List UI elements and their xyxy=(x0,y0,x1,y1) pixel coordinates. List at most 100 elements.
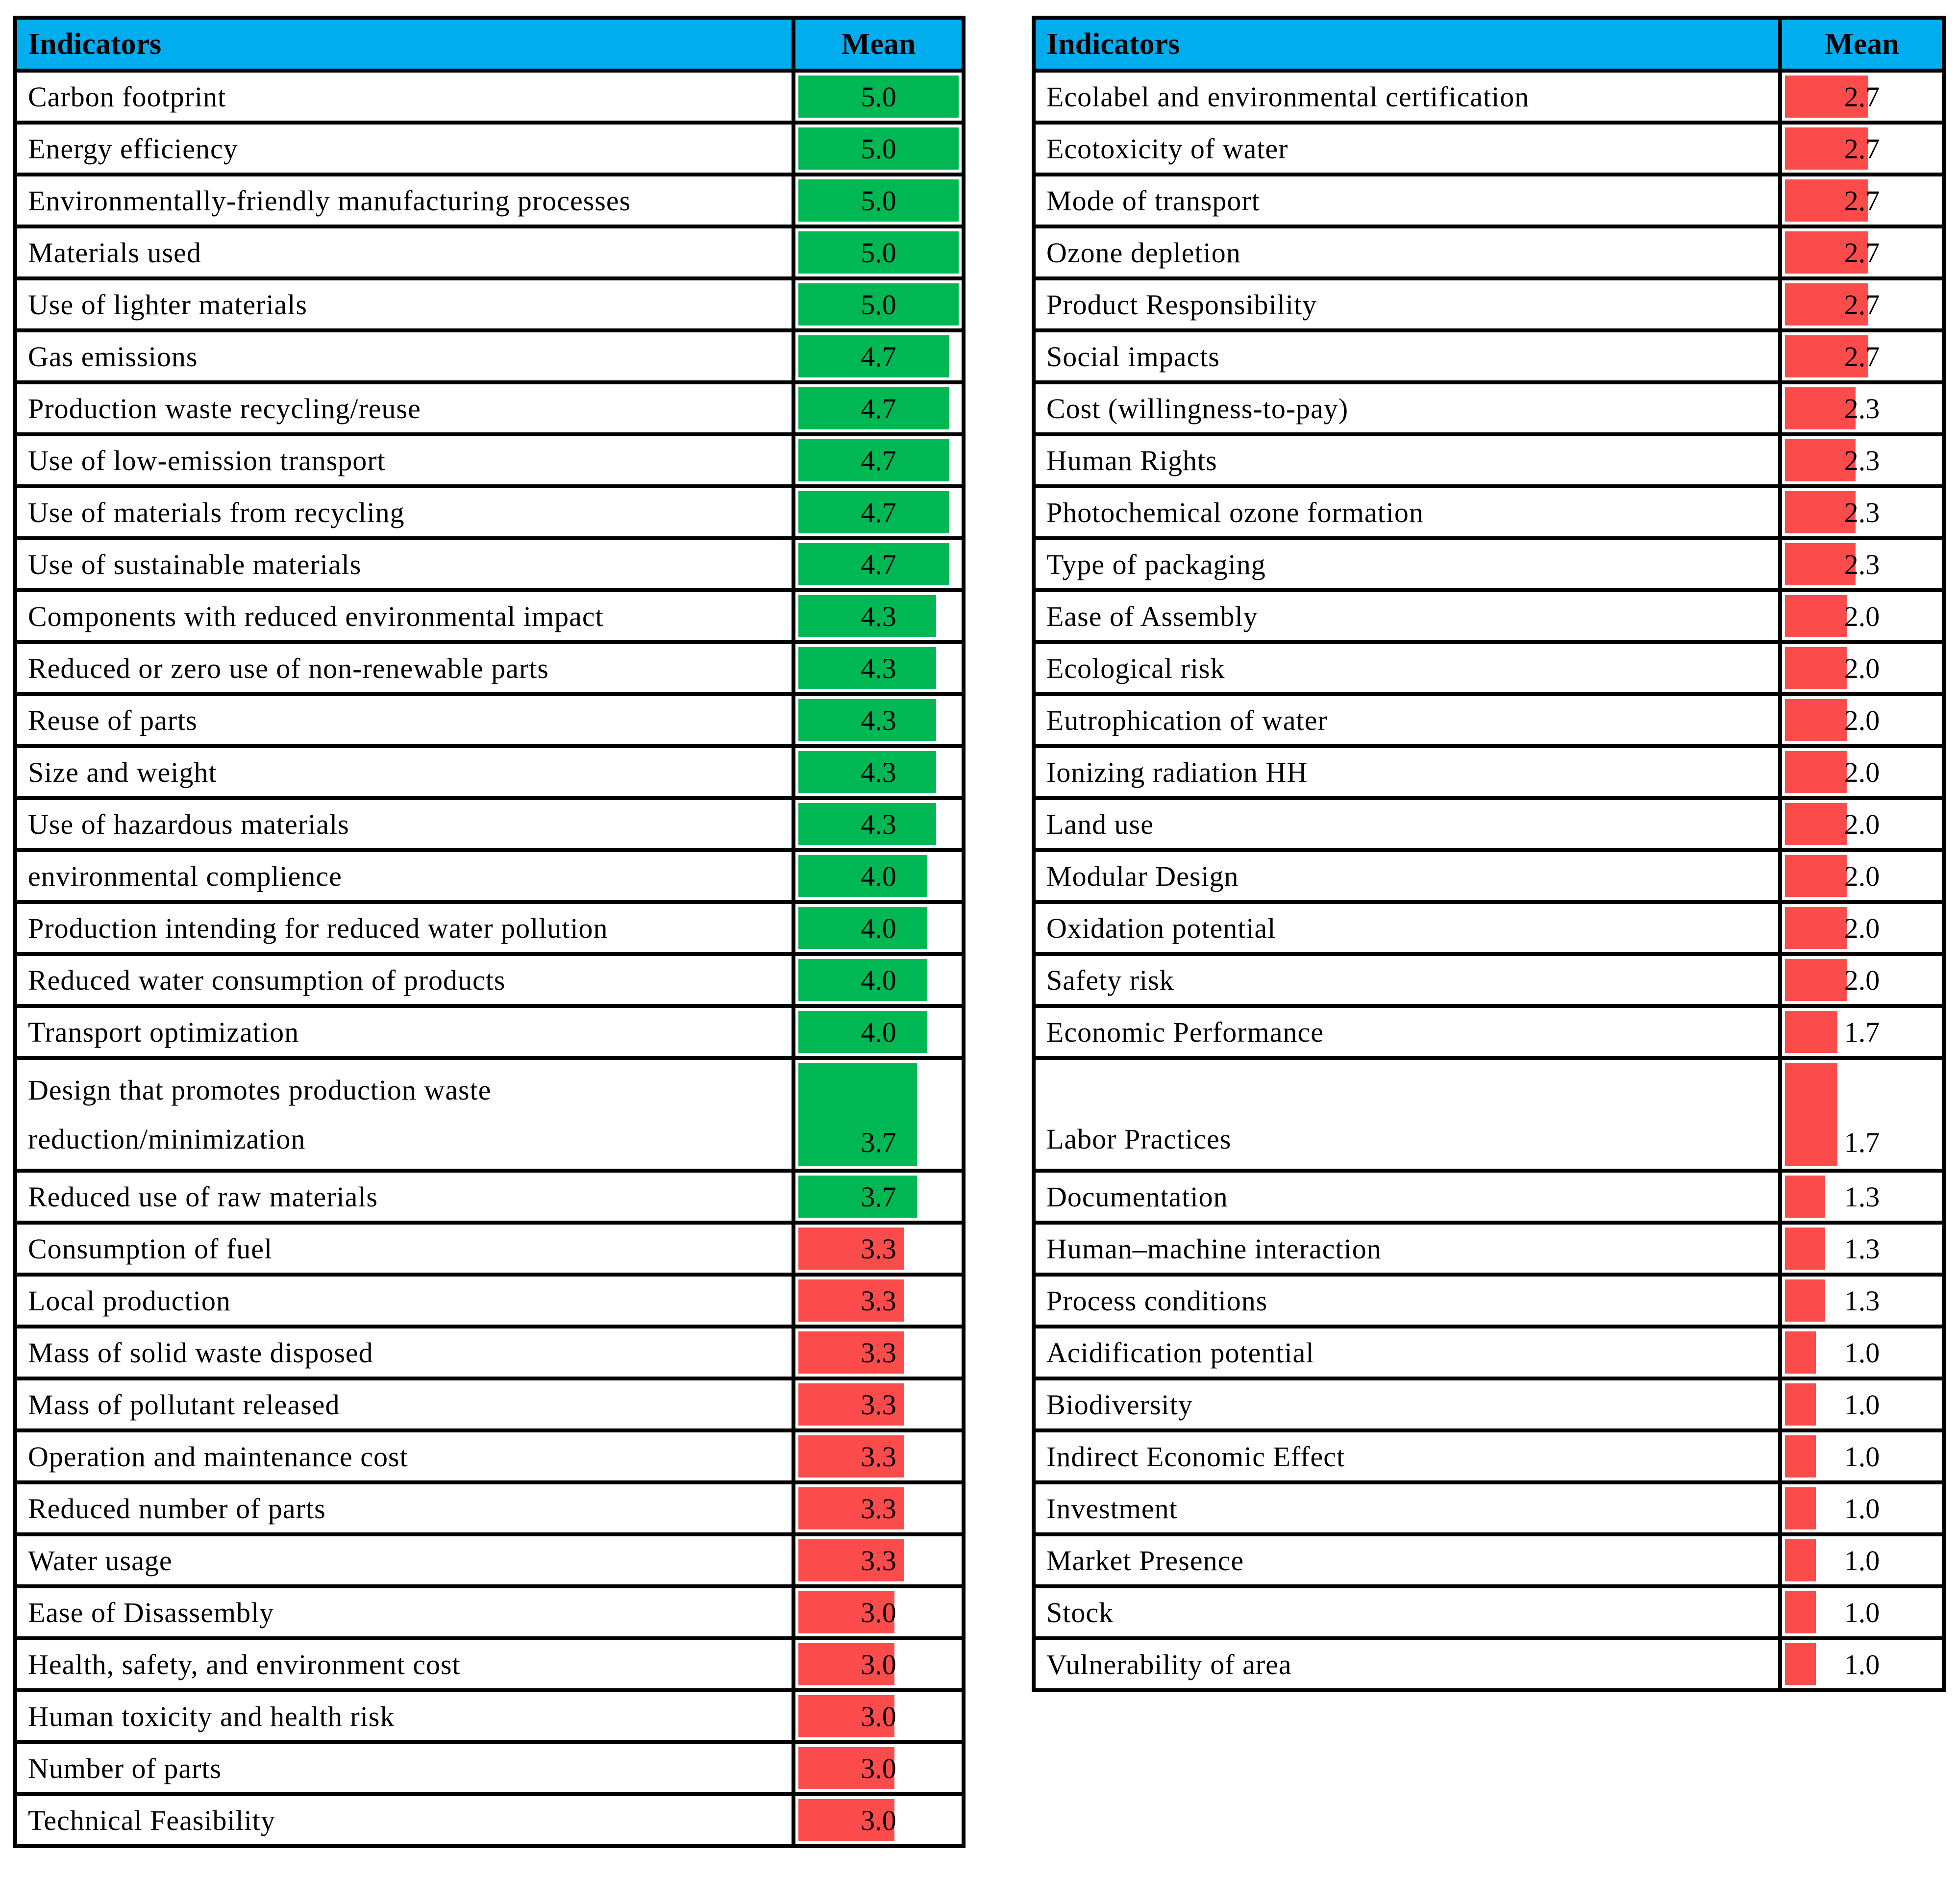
indicator-label: Use of sustainable materials xyxy=(28,548,362,580)
mean-cell: 3.0 xyxy=(792,1792,966,1848)
table-row: Materials used 5.0 xyxy=(13,225,966,280)
indicator-cell: Components with reduced environmental im… xyxy=(13,588,795,644)
mean-bar-track xyxy=(798,491,959,533)
mean-data-bar xyxy=(798,699,937,741)
header-row: Indicators Mean xyxy=(1032,16,1946,73)
mean-bar-track xyxy=(1785,1383,1939,1426)
mean-cell: 1.3 xyxy=(1778,1273,1946,1328)
table-row: Ecological risk 2.0 xyxy=(1032,640,1946,696)
mean-data-bar xyxy=(798,127,959,170)
table-row: Reduced water consumption of products 4.0 xyxy=(13,952,966,1008)
mean-value: 2.0 xyxy=(1844,860,1880,892)
table-row: Human Rights 2.3 xyxy=(1032,432,1946,488)
mean-value: 3.3 xyxy=(861,1492,896,1525)
indicator-label: Process conditions xyxy=(1046,1284,1268,1317)
indicator-label: Economic Performance xyxy=(1046,1016,1324,1048)
indicator-cell: Use of hazardous materials xyxy=(13,796,795,852)
mean-value: 5.0 xyxy=(861,236,896,269)
indicator-cell: Reduced use of raw materials xyxy=(13,1169,795,1225)
mean-value: 3.0 xyxy=(861,1596,896,1628)
mean-cell: 1.3 xyxy=(1778,1169,1946,1225)
indicator-label: Production intending for reduced water p… xyxy=(28,912,608,944)
indicator-label: Cost (willingness-to-pay) xyxy=(1046,392,1349,425)
mean-data-bar xyxy=(798,1063,917,1166)
mean-cell: 2.0 xyxy=(1778,588,1946,644)
table-row: Reuse of parts 4.3 xyxy=(13,692,966,748)
mean-cell: 4.3 xyxy=(792,692,966,748)
mean-bar-track xyxy=(798,387,959,429)
table-row: Mass of pollutant released 3.3 xyxy=(13,1377,966,1432)
mean-value: 4.3 xyxy=(861,756,896,788)
indicator-label: Reuse of parts xyxy=(28,704,198,736)
mean-cell: 3.3 xyxy=(792,1325,966,1380)
indicator-cell: Market Presence xyxy=(1032,1532,1782,1588)
indicator-cell: Biodiversity xyxy=(1032,1377,1782,1432)
table-row: Safety risk 2.0 xyxy=(1032,952,1946,1008)
mean-data-bar xyxy=(1785,1228,1825,1270)
mean-bar-track xyxy=(798,1435,959,1478)
mean-value: 1.0 xyxy=(1844,1596,1880,1628)
indicator-cell: Safety risk xyxy=(1032,952,1782,1008)
mean-data-bar xyxy=(798,1228,904,1270)
indicator-cell: Production waste recycling/reuse xyxy=(13,380,795,436)
mean-data-bar xyxy=(1785,803,1847,845)
indicator-label: Consumption of fuel xyxy=(28,1232,273,1265)
mean-cell: 3.0 xyxy=(792,1688,966,1744)
mean-value: 2.0 xyxy=(1844,808,1880,840)
table-row: Water usage 3.3 xyxy=(13,1532,966,1588)
indicator-label: Number of parts xyxy=(28,1752,222,1784)
mean-bar-track xyxy=(1785,907,1939,949)
indicator-cell: Materials used xyxy=(13,225,795,280)
indicator-cell: Health, safety, and environment cost xyxy=(13,1636,795,1692)
mean-cell: 2.0 xyxy=(1778,796,1946,852)
table-row: Carbon footprint 5.0 xyxy=(13,69,966,125)
mean-cell: 1.0 xyxy=(1778,1325,1946,1380)
table-row: Use of sustainable materials 4.7 xyxy=(13,536,966,592)
indicator-label: Materials used xyxy=(28,236,201,269)
indicator-label: Ecolabel and environmental certification xyxy=(1046,80,1530,113)
mean-value: 2.7 xyxy=(1844,288,1880,321)
table-row: Ease of Assembly 2.0 xyxy=(1032,588,1946,644)
mean-bar-track xyxy=(798,1331,959,1374)
mean-cell: 4.7 xyxy=(792,328,966,384)
mean-value: 5.0 xyxy=(861,80,896,113)
mean-data-bar xyxy=(1785,1011,1837,1053)
indicator-cell: Reduced or zero use of non-renewable par… xyxy=(13,640,795,696)
mean-value: 4.3 xyxy=(861,600,896,632)
mean-bar-track xyxy=(798,595,959,637)
indicator-cell: Mass of solid waste disposed xyxy=(13,1325,795,1380)
mean-value: 4.7 xyxy=(861,392,896,425)
table-row: Consumption of fuel 3.3 xyxy=(13,1221,966,1277)
column-header-indicators: Indicators xyxy=(1032,16,1782,73)
mean-data-bar xyxy=(798,1331,904,1374)
mean-data-bar xyxy=(1785,283,1868,326)
indicator-cell: Water usage xyxy=(13,1532,795,1588)
mean-bar-track xyxy=(798,75,959,118)
mean-bar-track xyxy=(1785,335,1939,377)
indicator-label: Energy efficiency xyxy=(28,132,238,165)
mean-cell: 2.7 xyxy=(1778,121,1946,176)
mean-value: 1.0 xyxy=(1844,1388,1880,1421)
mean-value: 3.0 xyxy=(861,1804,896,1836)
table-row: Social impacts 2.7 xyxy=(1032,328,1946,384)
mean-data-bar xyxy=(798,75,959,118)
indicator-label: environmental complience xyxy=(28,860,342,892)
indicator-label: Gas emissions xyxy=(28,340,198,373)
indicator-cell: Human Rights xyxy=(1032,432,1782,488)
indicator-cell: Carbon footprint xyxy=(13,69,795,125)
indicator-cell: Ecolabel and environmental certification xyxy=(1032,69,1782,125)
indicator-label: Environmentally-friendly manufacturing p… xyxy=(28,184,631,217)
mean-value: 4.3 xyxy=(861,808,896,840)
indicator-label: Oxidation potential xyxy=(1046,912,1276,944)
indicator-label: Production waste recycling/reuse xyxy=(28,392,421,425)
mean-cell: 4.7 xyxy=(792,380,966,436)
indicator-label: Ozone depletion xyxy=(1046,236,1241,269)
mean-data-bar xyxy=(1785,387,1856,429)
mean-bar-track xyxy=(1785,855,1939,897)
mean-data-bar xyxy=(1785,1331,1816,1374)
mean-data-bar xyxy=(798,1747,895,1789)
mean-value: 2.3 xyxy=(1844,548,1880,580)
mean-value: 3.3 xyxy=(861,1440,896,1473)
table-row: Human–machine interaction 1.3 xyxy=(1032,1221,1946,1277)
mean-cell: 2.3 xyxy=(1778,380,1946,436)
